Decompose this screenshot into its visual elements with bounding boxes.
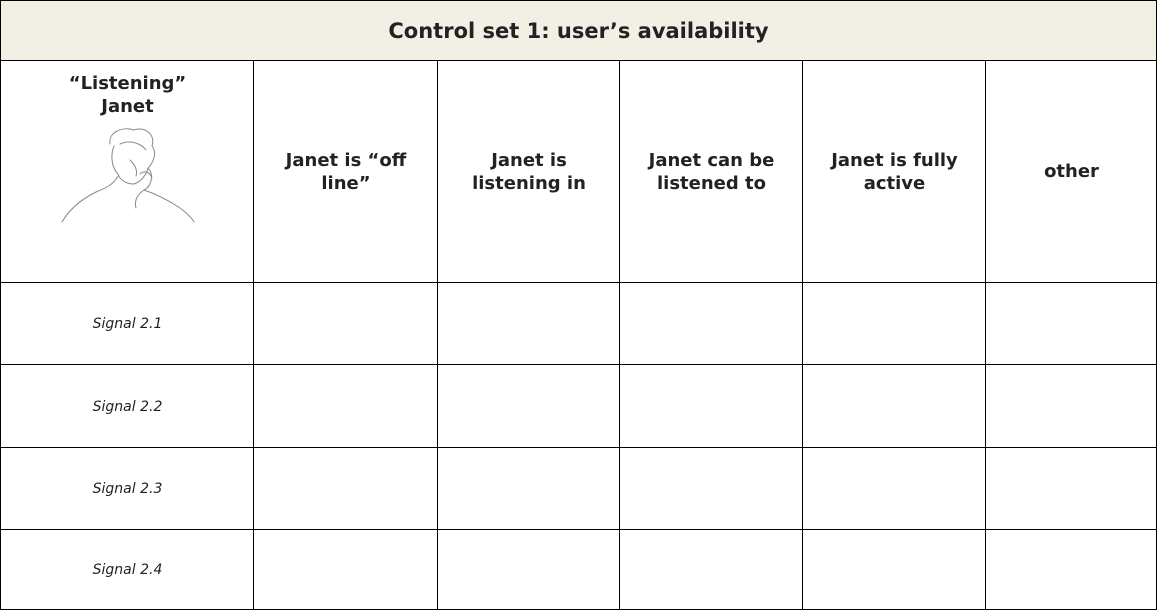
empty-cell: [437, 447, 620, 530]
empty-cell: [619, 447, 803, 530]
column-header: Janet is “off line”: [253, 60, 438, 283]
corner-label-line: “Listening”: [68, 73, 187, 94]
empty-cell: [619, 529, 803, 610]
empty-cell: [802, 364, 986, 448]
empty-cell: [985, 447, 1157, 530]
empty-cell: [253, 529, 438, 610]
column-header: Janet is listening in: [437, 60, 620, 283]
empty-cell: [437, 364, 620, 448]
empty-cell: [802, 447, 986, 530]
empty-cell: [437, 282, 620, 365]
empty-cell: [253, 447, 438, 530]
table-title: Control set 1: user’s availability: [0, 0, 1156, 61]
row-label: Signal 2.4: [0, 529, 254, 610]
empty-cell: [802, 282, 986, 365]
empty-cell: [437, 529, 620, 610]
row-label: Signal 2.2: [0, 364, 254, 448]
corner-label-line: Janet: [101, 95, 154, 117]
column-header: other: [985, 60, 1157, 283]
corner-header: “Listening” Janet: [0, 60, 254, 283]
empty-cell: [985, 282, 1157, 365]
empty-cell: [253, 364, 438, 448]
empty-cell: [619, 282, 803, 365]
column-header: Janet is fully active: [802, 60, 986, 283]
empty-cell: [253, 282, 438, 365]
empty-cell: [985, 529, 1157, 610]
empty-cell: [802, 529, 986, 610]
empty-cell: [619, 364, 803, 448]
row-label: Signal 2.1: [0, 282, 254, 365]
empty-cell: [985, 364, 1157, 448]
listening-sketch: [61, 128, 194, 223]
row-label: Signal 2.3: [0, 447, 254, 530]
column-header: Janet can be listened to: [619, 60, 803, 283]
